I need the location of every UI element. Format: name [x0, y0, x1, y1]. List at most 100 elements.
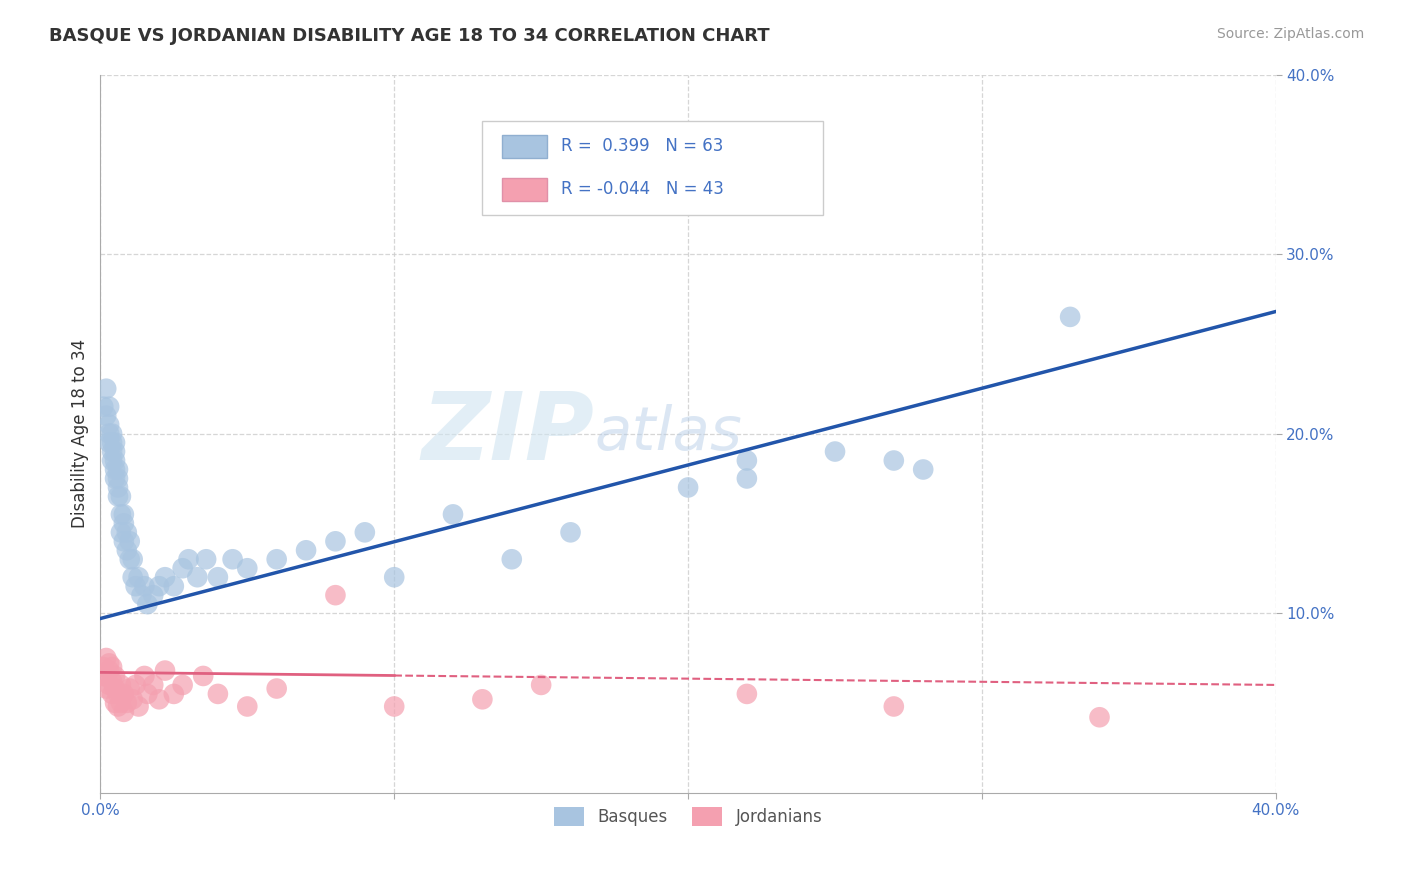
Point: [96, 681, 118, 696]
Point: [177, 552, 200, 566]
Point: [560, 525, 582, 540]
Point: [96, 409, 118, 423]
Point: [193, 669, 215, 683]
Point: [153, 664, 176, 678]
Point: [382, 570, 405, 584]
Point: [98, 417, 121, 432]
Point: [118, 552, 141, 566]
Point: [124, 678, 146, 692]
Point: [266, 681, 288, 696]
Point: [530, 678, 553, 692]
Point: [101, 453, 124, 467]
Point: [96, 382, 118, 396]
Point: [112, 508, 135, 522]
Legend: Basques, Jordanians: Basques, Jordanians: [546, 798, 831, 835]
Text: R =  0.399   N = 63: R = 0.399 N = 63: [561, 137, 724, 155]
Text: atlas: atlas: [595, 404, 742, 463]
Point: [153, 570, 176, 584]
Point: [172, 678, 194, 692]
Text: BASQUE VS JORDANIAN DISABILITY AGE 18 TO 34 CORRELATION CHART: BASQUE VS JORDANIAN DISABILITY AGE 18 TO…: [49, 27, 770, 45]
Point: [101, 426, 124, 441]
Point: [98, 664, 121, 678]
Point: [207, 687, 229, 701]
Point: [91, 660, 114, 674]
Point: [101, 660, 124, 674]
Point: [110, 525, 132, 540]
Point: [163, 579, 186, 593]
Point: [104, 435, 127, 450]
Point: [325, 588, 347, 602]
Point: [441, 508, 464, 522]
Point: [98, 657, 121, 671]
Point: [1088, 710, 1111, 724]
Point: [163, 687, 186, 701]
Point: [112, 687, 135, 701]
Point: [110, 508, 132, 522]
Point: [110, 696, 132, 710]
Point: [98, 400, 121, 414]
Point: [142, 588, 165, 602]
Point: [207, 570, 229, 584]
Point: [104, 471, 127, 485]
Point: [107, 687, 129, 701]
Point: [124, 579, 146, 593]
FancyBboxPatch shape: [482, 121, 824, 215]
Point: [148, 579, 170, 593]
Point: [101, 687, 124, 701]
Point: [115, 525, 138, 540]
Point: [101, 444, 124, 458]
Point: [104, 681, 127, 696]
Point: [236, 699, 259, 714]
Point: [91, 400, 114, 414]
Point: [107, 462, 129, 476]
Point: [91, 669, 114, 683]
Point: [110, 678, 132, 692]
Point: [266, 552, 288, 566]
Point: [107, 480, 129, 494]
Point: [471, 692, 494, 706]
Point: [172, 561, 194, 575]
Point: [115, 696, 138, 710]
Point: [128, 699, 150, 714]
Point: [382, 699, 405, 714]
Point: [112, 534, 135, 549]
Point: [325, 534, 347, 549]
Point: [735, 687, 758, 701]
Point: [104, 696, 127, 710]
Point: [107, 699, 129, 714]
Point: [735, 471, 758, 485]
Point: [353, 525, 375, 540]
Bar: [502, 178, 547, 201]
Point: [883, 699, 905, 714]
Point: [104, 453, 127, 467]
Point: [128, 570, 150, 584]
Point: [148, 692, 170, 706]
Point: [115, 543, 138, 558]
Point: [104, 462, 127, 476]
Point: [107, 490, 129, 504]
Point: [112, 516, 135, 531]
Point: [110, 490, 132, 504]
Point: [883, 453, 905, 467]
Point: [121, 552, 143, 566]
Point: [96, 669, 118, 683]
Bar: [502, 135, 547, 158]
Point: [134, 579, 156, 593]
Point: [221, 552, 243, 566]
Point: [112, 705, 135, 719]
Point: [912, 462, 935, 476]
Point: [142, 678, 165, 692]
Point: [236, 561, 259, 575]
Point: [98, 435, 121, 450]
Text: ZIP: ZIP: [422, 388, 595, 480]
Point: [104, 669, 127, 683]
Point: [295, 543, 318, 558]
Point: [501, 552, 523, 566]
Point: [136, 597, 159, 611]
Point: [186, 570, 208, 584]
Text: R = -0.044   N = 43: R = -0.044 N = 43: [561, 180, 724, 198]
Point: [118, 534, 141, 549]
Point: [101, 674, 124, 689]
Point: [121, 692, 143, 706]
Point: [104, 444, 127, 458]
